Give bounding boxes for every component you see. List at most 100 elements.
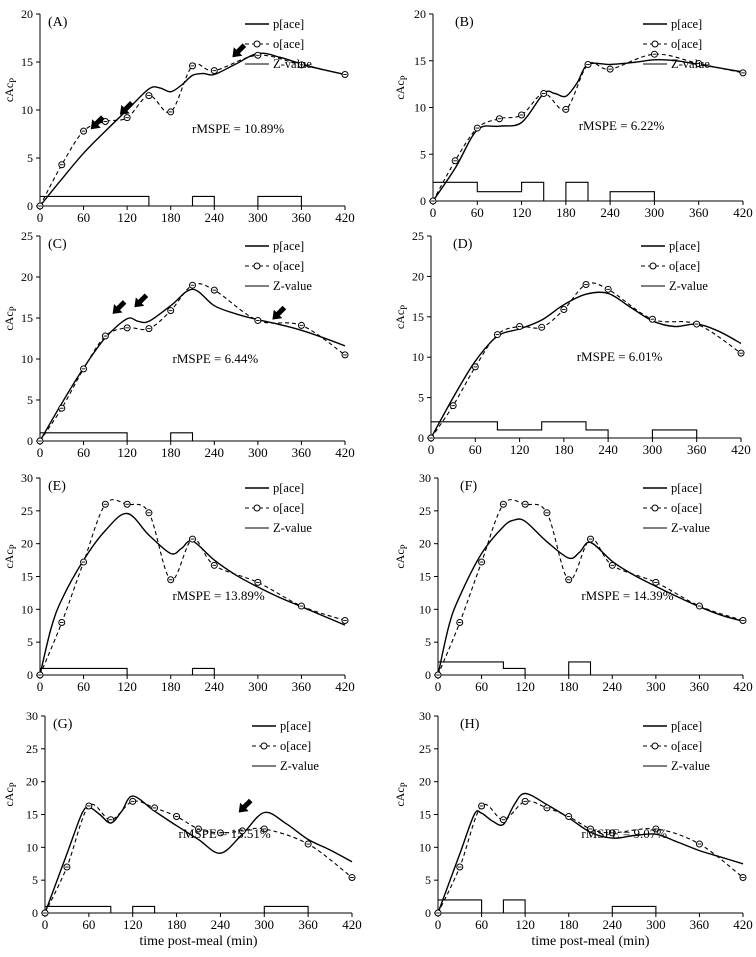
observed-point — [167, 576, 175, 584]
y-tick-label: 20 — [26, 775, 38, 789]
legend-marker-observed — [651, 742, 659, 750]
y-tick-label: 20 — [414, 7, 426, 21]
legend: p[ace] o[ace] Z-value — [245, 481, 312, 535]
observed-point — [80, 365, 88, 373]
observed-point — [562, 105, 570, 113]
predicted-series — [437, 518, 744, 676]
observed-point — [493, 331, 501, 339]
observed-point — [650, 50, 658, 58]
y-tick-label: 10 — [414, 101, 426, 115]
arrow-shape — [90, 115, 105, 130]
x-tick-label: 180 — [161, 445, 181, 460]
observed-point — [429, 197, 437, 205]
observed-point — [63, 863, 71, 871]
observed-point — [145, 509, 153, 517]
observed-point — [604, 285, 612, 293]
y-tick-label: 10 — [21, 352, 33, 366]
observed-series — [44, 800, 353, 914]
observed-point — [521, 500, 529, 508]
observed-point — [341, 616, 349, 624]
arrow-shape — [119, 101, 134, 115]
observed-point — [238, 827, 246, 835]
y-tick-label: 30 — [419, 471, 431, 485]
observed-point — [58, 618, 66, 626]
x-tick-label: 120 — [117, 210, 137, 225]
legend-label: p[ace] — [273, 17, 304, 31]
observed-point — [80, 558, 88, 566]
y-tick-label: 5 — [425, 873, 431, 887]
legend-label: Z-value — [280, 759, 319, 773]
legend-marker-observed — [253, 40, 261, 48]
panel-label: (A) — [48, 15, 68, 30]
observed-point — [189, 281, 196, 289]
z-value-series — [438, 661, 743, 676]
x-tick-label: 360 — [292, 679, 312, 694]
legend-label: Z-value — [273, 279, 312, 293]
legend-label: o[ace] — [273, 259, 304, 273]
x-tick-label: 240 — [603, 917, 623, 932]
y-axis-label: cAcP — [393, 75, 409, 99]
observed-point — [254, 578, 262, 586]
x-tick-label: 0 — [42, 917, 49, 932]
y-tick-label: 10 — [26, 840, 38, 854]
y-tick-label: 0 — [425, 668, 431, 682]
predicted-series — [39, 512, 346, 676]
y-axis-label: cAcP — [393, 782, 409, 806]
legend-label: Z-value — [671, 57, 710, 71]
rmspe-label: rMSPE = 10.89% — [192, 121, 284, 136]
x-tick-label: 0 — [37, 445, 44, 460]
x-tick-label: 420 — [335, 679, 355, 694]
observed-point — [341, 351, 349, 359]
y-tick-label: 25 — [21, 229, 33, 243]
legend-marker-observed — [253, 262, 261, 270]
observed-point — [518, 111, 526, 119]
observed-point — [695, 60, 703, 68]
x-tick-label: 420 — [733, 679, 753, 694]
legend-label: Z-value — [671, 759, 710, 773]
y-tick-label: 25 — [419, 504, 431, 518]
predicted-series — [44, 795, 353, 914]
observed-point — [648, 315, 656, 323]
observed-point — [434, 671, 442, 679]
observed-point — [434, 909, 442, 917]
arrow-shape — [238, 798, 253, 813]
z-value-series — [431, 421, 741, 439]
observed-point — [739, 69, 747, 77]
y-tick-label: 10 — [419, 840, 431, 854]
legend-marker-observed — [651, 504, 659, 512]
y-tick-label: 0 — [27, 434, 33, 448]
panel-label: (E) — [48, 479, 66, 494]
observed-point — [427, 434, 435, 442]
y-axis-label-main: cAc — [393, 80, 407, 99]
x-tick-label: 0 — [435, 679, 442, 694]
legend: p[ace] o[ace] Z-value — [643, 17, 710, 71]
observed-point — [516, 322, 524, 330]
observed-point — [145, 92, 153, 100]
y-tick-label: 15 — [414, 54, 426, 68]
x-tick-label: 240 — [211, 917, 231, 932]
arrow-marker — [90, 115, 105, 130]
x-tick-label: 60 — [82, 917, 95, 932]
x-tick-label: 300 — [248, 210, 268, 225]
y-axis-label-sub: P — [399, 782, 409, 787]
observed-point — [565, 576, 573, 584]
observed-point — [129, 797, 137, 805]
observed-point — [449, 402, 457, 410]
y-axis-label-main: cAc — [2, 311, 16, 330]
y-tick-label: 20 — [419, 537, 431, 551]
observed-point — [456, 618, 464, 626]
y-tick-label: 25 — [412, 229, 424, 243]
y-tick-label: 20 — [21, 7, 33, 21]
y-axis-label-main: cAc — [2, 83, 16, 102]
predicted-series — [437, 792, 744, 914]
x-tick-label: 60 — [471, 205, 484, 220]
y-tick-label: 0 — [27, 199, 33, 213]
y-tick-label: 30 — [21, 471, 33, 485]
y-tick-label: 0 — [420, 194, 426, 208]
observed-point — [189, 535, 196, 543]
observed-point — [80, 127, 88, 135]
arrow-marker — [119, 101, 134, 115]
x-tick-label: 120 — [117, 679, 137, 694]
